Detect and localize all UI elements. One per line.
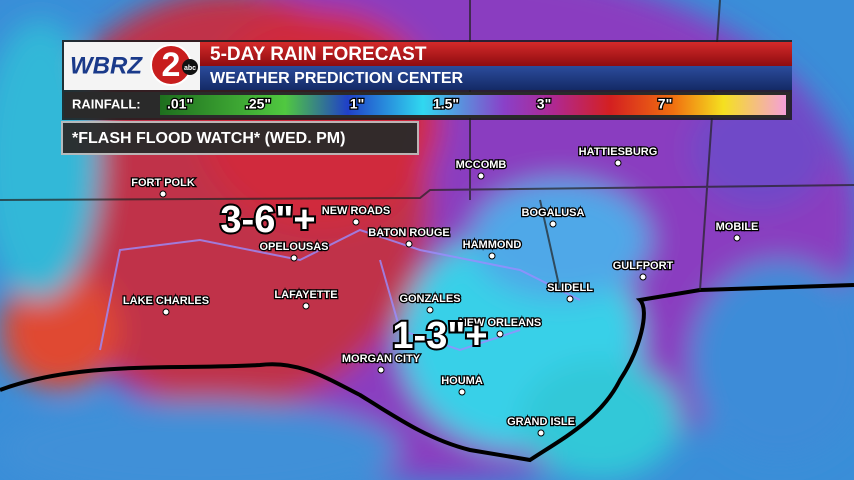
city-label: HATTIESBURG <box>579 146 658 158</box>
city-dot <box>458 388 466 396</box>
alert-box <box>61 121 419 155</box>
legend-scale <box>160 95 786 115</box>
title: 5-DAY RAIN FORECAST <box>210 44 427 65</box>
city-dot <box>352 218 360 226</box>
city-label: LAFAYETTE <box>274 289 337 301</box>
city-dot <box>405 240 413 248</box>
city-label: SLIDELL <box>547 282 593 294</box>
city-label: GULFPORT <box>613 260 674 272</box>
city-dot <box>162 308 170 316</box>
legend-stop: 3" <box>537 96 551 112</box>
amount-layer: 3-6"+ 1-3"+ <box>218 197 489 359</box>
title-bar <box>200 42 792 66</box>
city-label: BOGALUSA <box>522 207 585 219</box>
city-dot <box>290 254 298 262</box>
coastline <box>0 283 854 463</box>
city-label: NEW ROADS <box>322 205 390 217</box>
header: WBRZ 2 abc 5-DAY RAIN FORECAST WEATHER P… <box>61 40 792 155</box>
city-label: GONZALES <box>399 293 460 305</box>
city-label: LAKE CHARLES <box>123 295 209 307</box>
city-dot <box>477 172 485 180</box>
legend-stop: 1.5" <box>433 96 459 112</box>
legend-stop: .25" <box>245 96 271 112</box>
city-dot <box>549 220 557 228</box>
city-dot <box>639 273 647 281</box>
highways <box>99 228 581 352</box>
city-label: FORT POLK <box>131 177 195 189</box>
city-dot <box>537 429 545 437</box>
city-dot <box>496 330 504 338</box>
city-label: MORGAN CITY <box>342 353 421 365</box>
subtitle-bar <box>200 66 792 90</box>
city-label: MCCOMB <box>456 159 507 171</box>
city-dot <box>159 190 167 198</box>
city-dot <box>302 302 310 310</box>
logo-network-circle <box>182 59 198 75</box>
city-label: NEW ORLEANS <box>459 317 542 329</box>
city-label: BATON ROUGE <box>368 227 450 239</box>
city-dot <box>426 306 434 314</box>
city-label: HAMMOND <box>463 239 522 251</box>
rain-amount: 1-3"+ <box>392 315 487 357</box>
city-label: OPELOUSAS <box>259 241 328 253</box>
city-dot <box>488 252 496 260</box>
logo-channel: 2 <box>162 46 181 84</box>
alert-text: *FLASH FLOOD WATCH* (WED. PM) <box>72 130 345 147</box>
legend-label: RAINFALL: <box>72 96 141 111</box>
city-label: GRAND ISLE <box>507 416 575 428</box>
city-dot <box>377 366 385 374</box>
city-dot <box>614 159 622 167</box>
city-dot <box>733 234 741 242</box>
subtitle: WEATHER PREDICTION CENTER <box>210 70 463 87</box>
legend-stop: 1" <box>350 96 364 112</box>
city-label: MOBILE <box>716 221 759 233</box>
rain-amount: 3-6"+ <box>220 199 315 241</box>
city-dot <box>566 295 574 303</box>
city-layer: FORT POLK NEW ROADS OPELOUSAS BATON ROUGE MC… <box>122 145 760 437</box>
logo-call-sign: WBRZ <box>70 52 143 79</box>
legend-stop: .01" <box>167 96 193 112</box>
legend-stop: 7" <box>658 96 672 112</box>
legend-stops: .01" .25" 1" 1.5" 3" 7" <box>166 94 674 113</box>
logo-network: abc <box>184 65 196 72</box>
city-label: HOUMA <box>441 375 483 387</box>
